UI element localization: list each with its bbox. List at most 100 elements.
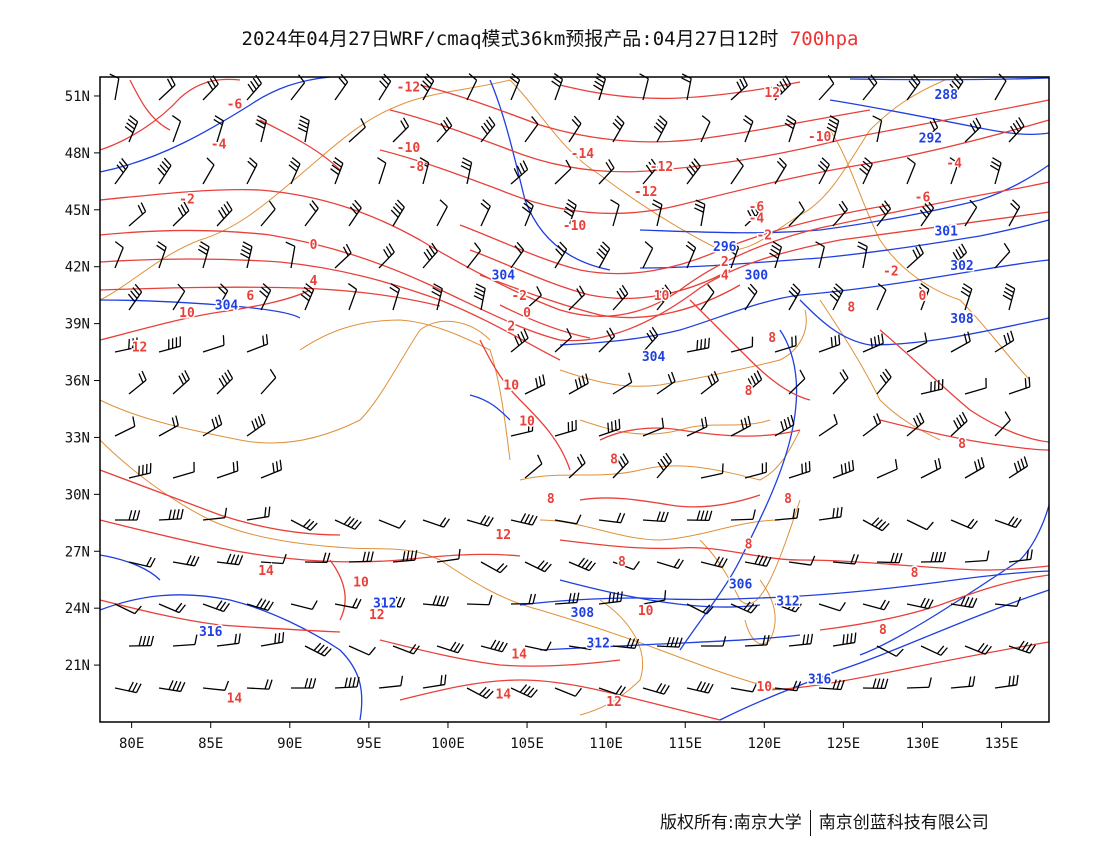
wind-barb [480, 561, 508, 574]
wind-barb [774, 414, 795, 437]
lat-tick-label: 51N [65, 89, 90, 105]
temperature-label: -12 [397, 80, 420, 95]
wind-barb [730, 509, 756, 521]
temperature-contour [819, 574, 1050, 631]
wind-barb [480, 116, 496, 143]
wind-barb [172, 555, 200, 567]
wind-barb [598, 591, 623, 605]
temperature-label: 8 [745, 384, 753, 399]
wind-barb [510, 513, 538, 526]
wind-barb [906, 332, 928, 353]
height-contour [849, 77, 1050, 81]
wind-barb [593, 73, 607, 101]
wind-barb [826, 115, 840, 143]
wind-barb [290, 518, 318, 531]
wind-barb [348, 551, 374, 563]
height-label: 316 [199, 625, 223, 640]
wind-barb [730, 601, 758, 614]
height-label: 306 [729, 578, 753, 593]
wind-barb [128, 370, 147, 395]
wind-barb [259, 283, 272, 311]
temperature-contour [99, 78, 241, 151]
wind-barb [788, 283, 801, 311]
wind-barb [686, 510, 713, 522]
temperature-label: 6 [246, 289, 254, 304]
wind-barb [422, 595, 449, 607]
boundary-line [539, 519, 781, 541]
temperature-contour [479, 274, 741, 319]
height-label: 302 [950, 259, 973, 274]
wind-barb [480, 199, 491, 227]
wind-barb [950, 411, 968, 437]
wind-barb [598, 159, 615, 185]
height-label: 312 [776, 595, 799, 610]
temperature-label: 0 [523, 306, 531, 321]
temperature-contour [419, 84, 871, 143]
wind-barb [700, 115, 711, 143]
wind-barb [788, 633, 814, 647]
wind-barb [784, 115, 797, 143]
boundary-line [579, 599, 644, 716]
wind-barb [568, 115, 582, 143]
contour-label-layer: -6-4-20461012-12-10-8-14-12-12-10-202104… [130, 79, 975, 712]
wind-barb [197, 241, 210, 269]
temperature-contour [759, 641, 1050, 691]
wind-barb [876, 368, 892, 395]
temperature-label: 8 [879, 623, 887, 638]
wind-barb [906, 157, 916, 185]
wind-barb [260, 632, 285, 647]
height-contour [679, 329, 798, 651]
temperature-label: 12 [764, 86, 780, 101]
wind-barb [260, 368, 277, 395]
wind-barb [949, 73, 964, 101]
temperature-label: 0 [919, 289, 927, 304]
wind-barb [906, 519, 934, 531]
wind-barb [246, 679, 273, 690]
wind-barb [246, 157, 258, 185]
wind-barb [994, 596, 1022, 607]
temperature-label: 8 [745, 538, 753, 553]
wind-barb [818, 74, 835, 101]
wind-barb [216, 201, 233, 227]
wind-barb [392, 643, 420, 655]
height-label: 301 [934, 225, 958, 240]
wind-barb [216, 460, 239, 479]
wind-barb [554, 592, 580, 605]
wind-barb [172, 370, 190, 395]
wind-barb [744, 370, 763, 395]
wind-barb [348, 118, 366, 143]
temperature-label: -6 [915, 191, 931, 206]
wind-barb [172, 634, 198, 647]
height-contour [639, 164, 1050, 234]
wind-barb [818, 506, 843, 521]
height-contour [469, 394, 511, 421]
lat-tick-label: 42N [65, 260, 90, 276]
height-contour [489, 79, 611, 271]
footer-copyright: 版权所有:南京大学 [660, 813, 802, 833]
wind-barb [554, 419, 577, 437]
wind-barb [964, 117, 982, 143]
wind-barb [300, 283, 315, 311]
map-frame [99, 76, 1050, 723]
temperature-label: -8 [409, 160, 425, 175]
wind-barb [994, 330, 1015, 353]
wind-barb [598, 418, 621, 437]
temperature-label: 2 [507, 320, 515, 335]
wind-barb [480, 639, 508, 653]
temperature-label: -6 [749, 200, 765, 215]
wind-barb [774, 508, 800, 521]
wind-barb [862, 74, 878, 101]
wind-barb [114, 158, 129, 185]
wind-barb [202, 680, 230, 691]
temperature-label: -12 [634, 185, 657, 200]
height-label: 308 [571, 606, 595, 621]
boundary-layer [99, 79, 1031, 716]
wind-barb [862, 333, 884, 353]
wind-barb [920, 458, 942, 479]
wind-barb [656, 371, 676, 395]
height-label: 316 [808, 672, 832, 687]
temperature-label: -6 [227, 98, 243, 113]
lon-tick-label: 105E [510, 736, 544, 752]
lon-tick-label: 110E [589, 736, 623, 752]
wind-barb [989, 157, 1002, 185]
